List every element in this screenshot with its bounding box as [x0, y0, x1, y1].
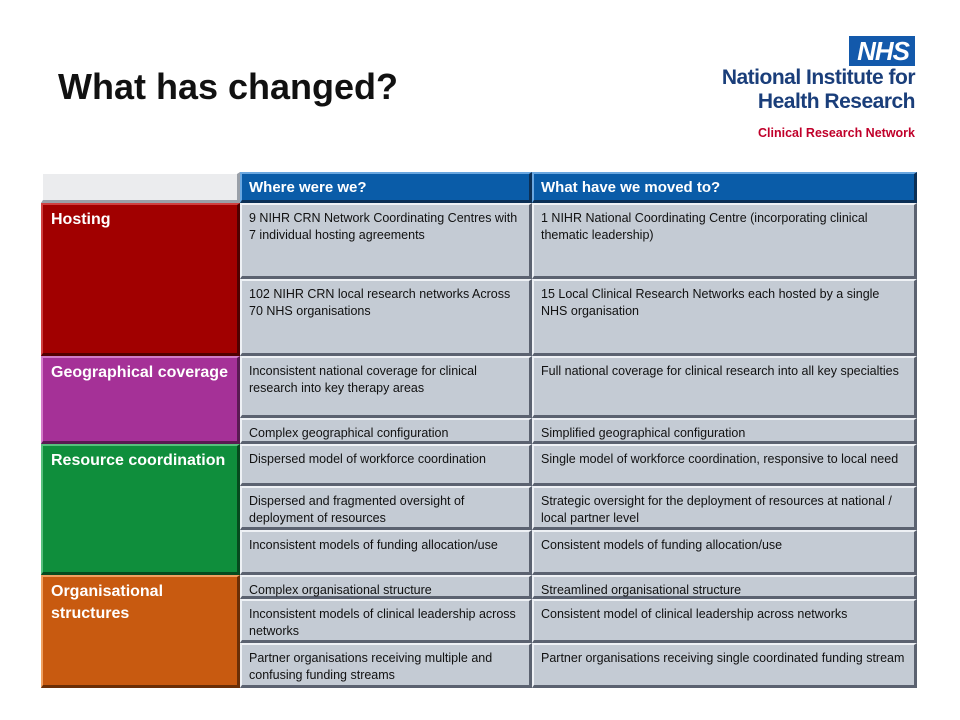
category-hosting: Hosting — [41, 203, 240, 356]
nihr-logo: NHS National Institute for Health Resear… — [715, 36, 916, 146]
category-resource-coordination: Resource coordination — [41, 444, 240, 575]
row-6-after: Strategic oversight for the deployment o… — [532, 486, 917, 530]
header-corner-cell — [41, 172, 240, 203]
category-geographical-coverage: Geographical coverage — [41, 356, 240, 444]
row-1-before: 9 NIHR CRN Network Coordinating Centres … — [240, 203, 532, 279]
row-7-after: Consistent models of funding allocation/… — [532, 530, 917, 575]
slide-title: What has changed? — [58, 66, 399, 107]
row-8-after: Streamlined organisational structure — [532, 575, 917, 599]
row-8-before: Complex organisational structure — [240, 575, 532, 599]
row-2-before: 102 NIHR CRN local research networks Acr… — [240, 279, 532, 356]
row-3-before: Inconsistent national coverage for clini… — [240, 356, 532, 418]
row-10-after: Partner organisations receiving single c… — [532, 643, 917, 688]
row-2-after: 15 Local Clinical Research Networks each… — [532, 279, 917, 356]
row-9-after: Consistent model of clinical leadership … — [532, 599, 917, 643]
logo-research-line: Health Research — [757, 90, 916, 113]
row-10-before: Partner organisations receiving multiple… — [240, 643, 532, 688]
row-4-after: Simplified geographical configuration — [532, 418, 917, 444]
row-6-before: Dispersed and fragmented oversight of de… — [240, 486, 532, 530]
row-7-before: Inconsistent models of funding allocatio… — [240, 530, 532, 575]
row-3-after: Full national coverage for clinical rese… — [532, 356, 917, 418]
row-5-before: Dispersed model of workforce coordinatio… — [240, 444, 532, 486]
logo-institute-line: National Institute for — [721, 66, 916, 89]
header-where-were-we: Where were we? — [240, 172, 532, 203]
changes-table: Where were we? What have we moved to? Ho… — [41, 172, 917, 688]
row-1-after: 1 NIHR National Coordinating Centre (inc… — [532, 203, 917, 279]
row-5-after: Single model of workforce coordination, … — [532, 444, 917, 486]
header-moved-to: What have we moved to? — [532, 172, 917, 203]
category-organisational-structures: Organisational structures — [41, 575, 240, 688]
row-9-before: Inconsistent models of clinical leadersh… — [240, 599, 532, 643]
row-4-before: Complex geographical configuration — [240, 418, 532, 444]
logo-network-line: Clinical Research Network — [757, 126, 915, 140]
nhs-badge: NHS — [849, 36, 915, 66]
